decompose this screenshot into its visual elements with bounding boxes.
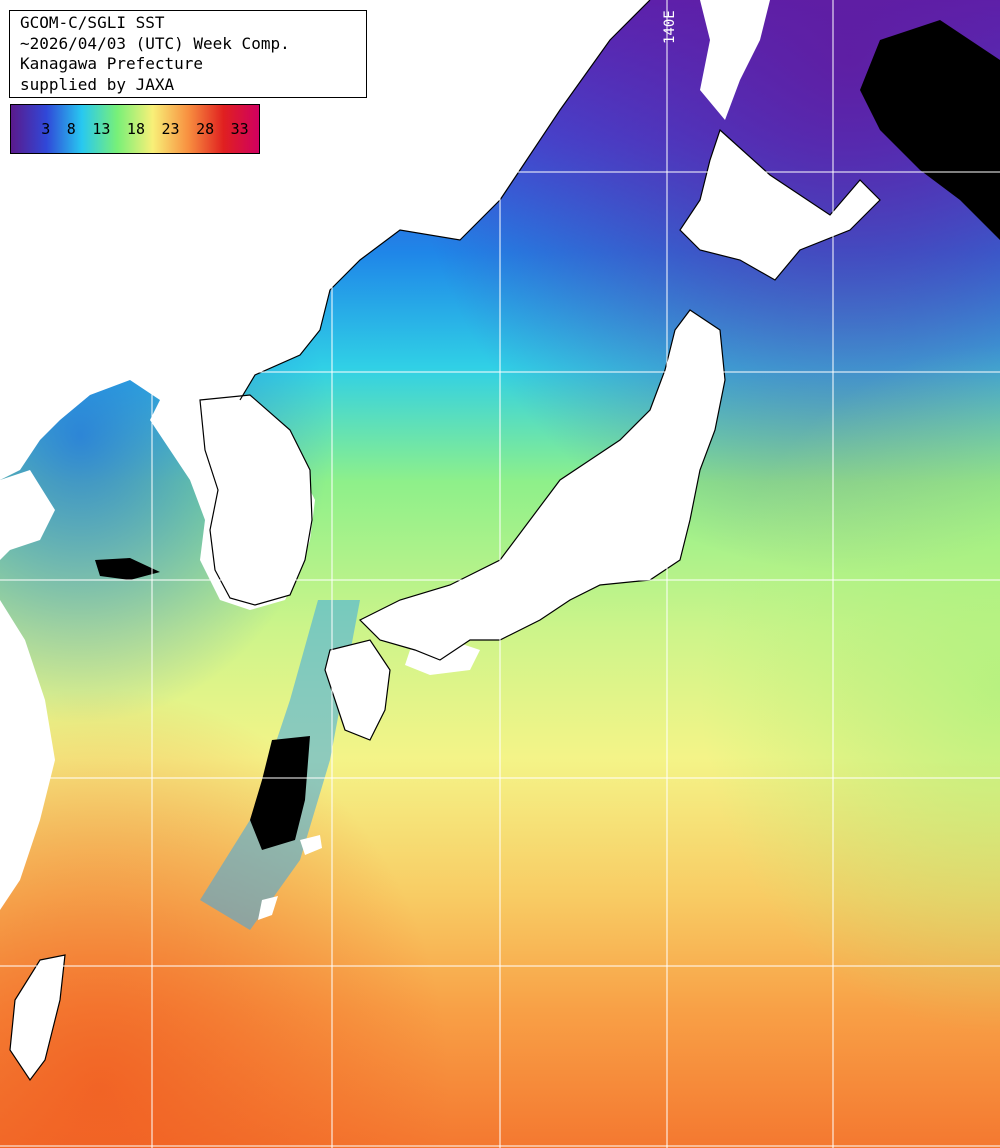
colorbar-tick: 13 bbox=[92, 120, 111, 138]
colorbar-tick: 28 bbox=[196, 120, 215, 138]
coastlines bbox=[9, 0, 881, 1082]
sensor-title: GCOM-C/SGLI SST bbox=[20, 13, 165, 32]
no-data-northeast bbox=[860, 20, 1000, 240]
land-china-east bbox=[0, 470, 55, 560]
credit: supplied by JAXA bbox=[20, 74, 175, 94]
land-kyushu bbox=[325, 640, 390, 740]
land-china-coast bbox=[0, 600, 55, 910]
temperature-colorbar: 3 8 13 18 23 28 33 bbox=[10, 104, 260, 154]
no-data-korea-west bbox=[95, 558, 160, 580]
land-small-island bbox=[300, 835, 322, 855]
colorbar-tick: 18 bbox=[126, 120, 145, 138]
land-okinawa bbox=[258, 896, 278, 920]
colorbar-tick: 8 bbox=[66, 120, 76, 138]
land-hokkaido bbox=[680, 130, 880, 280]
colorbar-tick: 23 bbox=[161, 120, 180, 138]
date-range: ~2026/04/03 (UTC) Week Comp. bbox=[20, 33, 290, 53]
land-honshu bbox=[360, 310, 725, 660]
no-data-swath bbox=[250, 736, 310, 850]
colorbar-tick: 3 bbox=[41, 120, 51, 138]
longitude-label-140e: 140E bbox=[662, 10, 678, 44]
land-korea bbox=[200, 395, 312, 605]
land-shikoku bbox=[405, 640, 480, 675]
region-name: Kanagawa Prefecture bbox=[20, 54, 204, 73]
info-box: GCOM-C/SGLI SST ~2026/04/03 (UTC) Week C… bbox=[9, 10, 367, 98]
latitude-label-40n: 40N bbox=[12, 352, 38, 368]
colorbar-tick: 33 bbox=[230, 120, 249, 138]
land-sakhalin bbox=[700, 0, 770, 120]
